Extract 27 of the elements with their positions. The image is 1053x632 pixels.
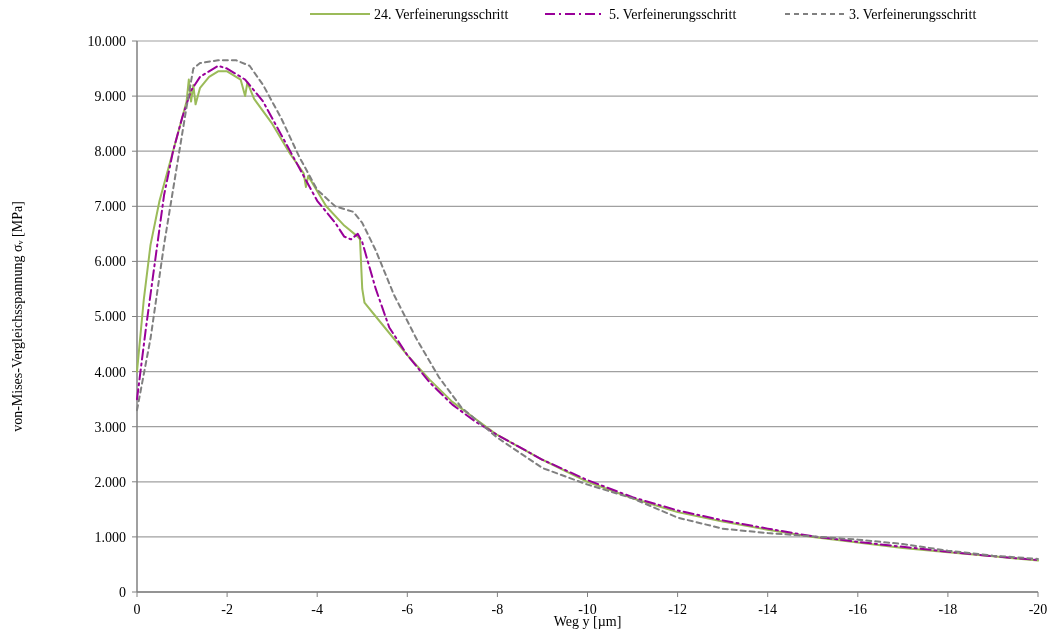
y-axis-title: von-Mises-Vergleichsspannung σᵥ [MPa] [10,201,25,432]
y-tick-label: 7.000 [94,199,126,215]
x-tick-label: -16 [848,602,868,617]
y-tick-label: 5.000 [94,309,126,325]
y-tick-label: 8.000 [94,144,126,160]
y-tick-label: 9.000 [94,89,126,104]
x-tick-label: -18 [938,602,958,617]
legend-label: 24. Verfeinerungsschritt [374,6,509,22]
y-tick-label: 6.000 [94,254,126,270]
x-tick-label: -6 [401,602,414,617]
x-tick-label: -14 [758,602,778,617]
x-tick-label: -10 [578,602,597,617]
y-tick-label: 4.000 [94,364,126,380]
x-tick-label: -8 [491,602,504,617]
x-tick-label: -12 [668,602,687,617]
legend-label: 5. Verfeinerungsschritt [609,6,737,22]
legend-label: 3. Verfeinerungsschritt [849,6,977,22]
y-tick-label: 3.000 [94,419,126,435]
x-axis-title: Weg y [µm] [553,614,622,629]
x-tick-label: 0 [133,602,141,617]
x-tick-label: -4 [311,602,324,617]
x-tick-label: -20 [1028,602,1048,617]
y-tick-label: 10.000 [87,33,126,49]
y-tick-label: 0 [119,584,126,600]
y-tick-label: 1.000 [94,529,126,545]
x-tick-label: -2 [221,602,233,617]
y-tick-label: 2.000 [94,474,126,490]
